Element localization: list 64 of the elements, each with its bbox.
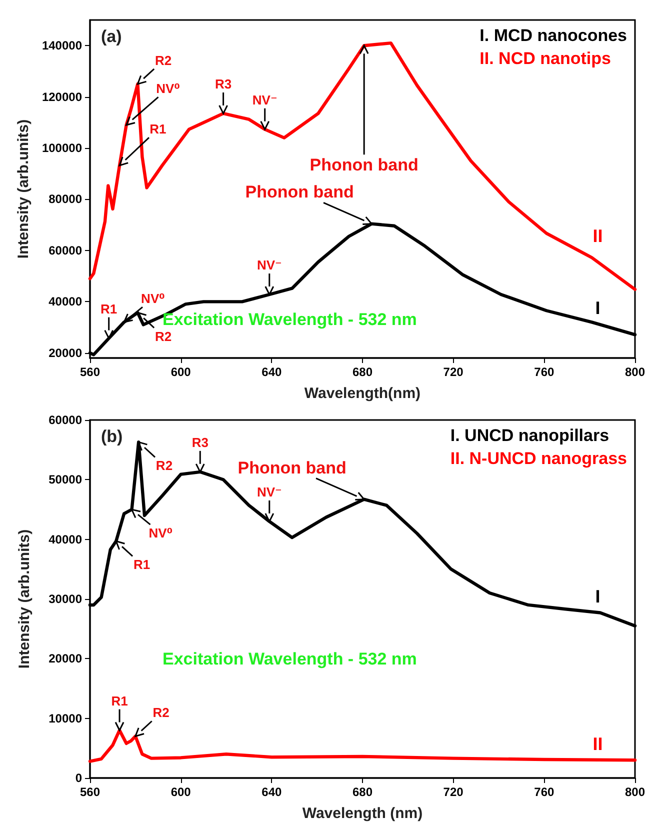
y-tick-label: 60000 <box>48 413 82 427</box>
y-tick-label: 0 <box>75 771 82 785</box>
x-tick-label: 600 <box>170 365 192 379</box>
annotation: Phonon band <box>238 458 346 478</box>
x-tick-label: 680 <box>352 365 373 379</box>
y-tick-label: 140000 <box>42 38 82 53</box>
x-axis-title: Wavelength (nm) <box>302 805 423 822</box>
x-tick-label: 720 <box>443 785 464 799</box>
line-series <box>88 728 637 763</box>
annotation: R3 <box>192 434 208 450</box>
annotation: R2 <box>155 328 172 344</box>
y-tick-label: 20000 <box>48 652 82 666</box>
annotation: II <box>592 734 603 754</box>
annotation: R1 <box>100 301 118 316</box>
x-tick-label: 640 <box>262 785 282 799</box>
y-axis-title: Intensity (arb.units) <box>15 119 32 259</box>
x-axis-title: Wavelength(nm) <box>304 385 421 402</box>
x-tick-label: 760 <box>534 365 554 379</box>
annotation: R1 <box>111 693 128 708</box>
annotation: R1 <box>133 557 150 572</box>
x-tick-label: 800 <box>624 365 646 379</box>
x-tick-label: 640 <box>262 365 282 379</box>
annotation: Excitation Wavelength - 532 nm <box>162 310 417 329</box>
x-tick-label: 560 <box>80 365 100 379</box>
annotation: Phonon band <box>245 182 354 202</box>
annotation: R2 <box>152 705 170 720</box>
annotation: Excitation Wavelength - 532 nm <box>162 650 417 669</box>
annotation: NV⁻ <box>256 257 282 272</box>
annotation: R1 <box>150 122 166 137</box>
annotation: NV⁰ <box>141 291 166 306</box>
y-tick-label: 60000 <box>48 243 82 258</box>
annotation: R2 <box>155 52 172 68</box>
text: II. N-UNCD nanograss <box>450 449 628 468</box>
y-axis-title: Intensity (arb.units) <box>16 529 33 669</box>
text: II. NCD nanotips <box>480 49 611 68</box>
y-tick-label: 30000 <box>48 592 82 606</box>
text: I. MCD nanocones <box>480 26 628 45</box>
annotation: R3 <box>214 76 232 92</box>
annotation: Phonon band <box>310 156 418 175</box>
annotation: NV⁻ <box>256 484 282 500</box>
x-tick-label: 800 <box>624 785 646 799</box>
x-tick-label: 720 <box>443 365 464 379</box>
annotation: I <box>595 586 600 606</box>
text: I. UNCD nanopillars <box>450 426 610 445</box>
annotation: R2 <box>156 458 173 474</box>
annotation: II <box>592 226 603 246</box>
y-tick-label: 40000 <box>48 532 82 546</box>
annotation: NV⁰ <box>156 81 180 96</box>
annotation: NV⁻ <box>252 92 278 108</box>
y-tick-label: 50000 <box>48 472 82 487</box>
chart-title: (a) <box>101 27 122 46</box>
x-tick-label: 760 <box>534 785 554 799</box>
y-tick-label: 20000 <box>48 346 82 360</box>
y-tick-label: 80000 <box>48 192 82 206</box>
y-tick-label: 120000 <box>42 90 82 104</box>
chart-title: (b) <box>101 427 123 446</box>
x-tick-label: 560 <box>80 785 100 799</box>
annotation: NV⁰ <box>148 526 173 541</box>
y-tick-label: 40000 <box>48 294 82 309</box>
annotation: I <box>595 298 600 318</box>
y-tick-label: 10000 <box>48 711 82 726</box>
x-tick-label: 600 <box>170 785 192 799</box>
x-tick-label: 680 <box>352 785 373 799</box>
y-tick-label: 100000 <box>42 141 82 156</box>
